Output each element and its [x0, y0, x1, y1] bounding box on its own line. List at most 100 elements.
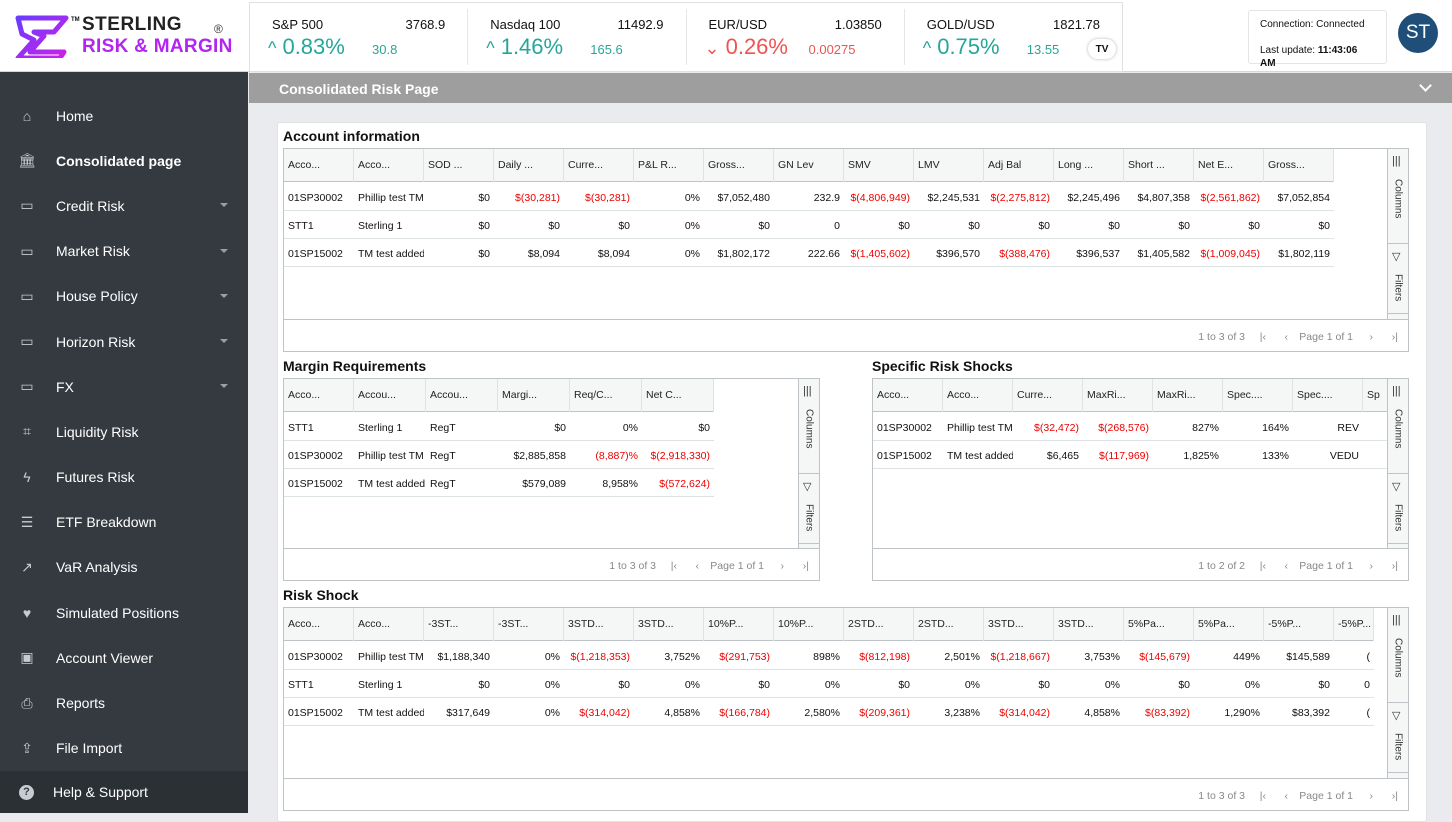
column-header[interactable]: Curre...	[564, 149, 634, 182]
table-row[interactable]: STT1 Sterling 1 RegT $0 0% $0	[284, 413, 714, 441]
column-header[interactable]: Acco...	[354, 149, 424, 182]
column-header[interactable]: MaxRi...	[1083, 379, 1153, 412]
column-header[interactable]: SMV	[844, 149, 914, 182]
table-row[interactable]: STT1 Sterling 1 $0 $0 $0 0% $0 0 $0 $0 $0 $0 $0 $0 $0	[284, 211, 1334, 239]
table-row[interactable]: 01SP15002 TM test added $317,649 0% $(314,04…	[284, 698, 1374, 726]
next-page-icon[interactable]: ›	[780, 560, 785, 572]
column-header[interactable]: Spec....	[1223, 379, 1293, 412]
sterling-logo[interactable]: TM STERLING ® RISK & MARGIN	[14, 14, 244, 61]
column-header[interactable]: Acco...	[284, 379, 354, 412]
first-page-icon[interactable]: |‹	[1259, 790, 1266, 802]
column-header[interactable]: Gross...	[704, 149, 774, 182]
sidebar-item-file-import[interactable]: ⇪ File Import	[0, 726, 248, 771]
tradingview-icon[interactable]: TV	[1088, 39, 1116, 59]
next-page-icon[interactable]: ›	[1369, 331, 1374, 343]
sidebar-item-simulated-positions[interactable]: ♥ Simulated Positions	[0, 590, 248, 635]
column-header[interactable]: Net C...	[642, 379, 714, 412]
columns-panel-button[interactable]: ||| Columns	[1388, 379, 1408, 474]
filters-panel-button[interactable]: ▽ Filters	[1388, 474, 1408, 544]
column-header[interactable]: -3ST...	[494, 608, 564, 641]
sidebar-item-home[interactable]: ⌂ Home	[0, 93, 248, 138]
prev-page-icon[interactable]: ‹	[1284, 790, 1289, 802]
sidebar-item-account-viewer[interactable]: ▣ Account Viewer	[0, 635, 248, 680]
column-header[interactable]: Acco...	[873, 379, 943, 412]
prev-page-icon[interactable]: ‹	[695, 560, 700, 572]
column-header[interactable]: 3STD...	[1054, 608, 1124, 641]
column-header[interactable]: Spec....	[1293, 379, 1363, 412]
column-header[interactable]: Net E...	[1194, 149, 1264, 182]
table-row[interactable]: 01SP15002 TM test added $6,465 $(117,969) 1,…	[873, 441, 1403, 469]
first-page-icon[interactable]: |‹	[670, 560, 677, 572]
column-header[interactable]: GN Lev	[774, 149, 844, 182]
table-row[interactable]: 01SP15002 TM test added $0 $8,094 $8,094 0% $1…	[284, 239, 1334, 267]
page-title-bar[interactable]: Consolidated Risk Page	[249, 73, 1452, 103]
first-page-icon[interactable]: |‹	[1259, 331, 1266, 343]
column-header[interactable]: Margi...	[498, 379, 570, 412]
columns-panel-button[interactable]: ||| Columns	[799, 379, 819, 474]
column-header[interactable]: LMV	[914, 149, 984, 182]
table-row[interactable]: 01SP30002 Phillip test TM $(32,472) $(268,5…	[873, 413, 1403, 441]
column-header[interactable]: Accou...	[354, 379, 426, 412]
sidebar-item-market-risk[interactable]: ▭ Market Risk	[0, 229, 248, 274]
column-header[interactable]: 5%Pa...	[1194, 608, 1264, 641]
column-header[interactable]: 3STD...	[634, 608, 704, 641]
ticker-2[interactable]: EUR/USD 1.03850 ⌄ 0.26% 0.00275	[687, 9, 905, 65]
prev-page-icon[interactable]: ‹	[1284, 560, 1289, 572]
column-header[interactable]: MaxRi...	[1153, 379, 1223, 412]
column-header[interactable]: Curre...	[1013, 379, 1083, 412]
user-avatar[interactable]: ST	[1398, 13, 1438, 53]
last-page-icon[interactable]: ›|	[802, 560, 809, 572]
help-support-item[interactable]: ? Help & Support	[0, 771, 248, 813]
filters-panel-button[interactable]: ▽ Filters	[1388, 703, 1408, 773]
column-header[interactable]: SOD ...	[424, 149, 494, 182]
column-header[interactable]: 3STD...	[564, 608, 634, 641]
column-header[interactable]: Acco...	[943, 379, 1013, 412]
column-header[interactable]: -5%P...	[1334, 608, 1374, 641]
column-header[interactable]: -5%P...	[1264, 608, 1334, 641]
sidebar-item-liquidity-risk[interactable]: ⌗ Liquidity Risk	[0, 409, 248, 454]
ticker-0[interactable]: S&P 500 3768.9 ^ 0.83% 30.8	[250, 9, 469, 65]
first-page-icon[interactable]: |‹	[1259, 560, 1266, 572]
column-header[interactable]: Short ...	[1124, 149, 1194, 182]
column-header[interactable]: Acco...	[354, 608, 424, 641]
sidebar-item-reports[interactable]: ⎙ Reports	[0, 680, 248, 725]
column-header[interactable]: Req/C...	[570, 379, 642, 412]
column-header[interactable]: 2STD...	[844, 608, 914, 641]
last-page-icon[interactable]: ›|	[1391, 790, 1398, 802]
table-row[interactable]: 01SP15002 TM test added RegT $579,089 8,958%…	[284, 469, 714, 497]
table-row[interactable]: 01SP30002 Phillip test TM $1,188,340 0% $(1,…	[284, 642, 1374, 670]
sidebar-item-credit-risk[interactable]: ▭ Credit Risk	[0, 183, 248, 228]
columns-panel-button[interactable]: ||| Columns	[1388, 149, 1408, 244]
chevron-down-icon[interactable]	[1419, 79, 1432, 92]
column-header[interactable]: Long ...	[1054, 149, 1124, 182]
next-page-icon[interactable]: ›	[1369, 790, 1374, 802]
column-header[interactable]: -3ST...	[424, 608, 494, 641]
column-header[interactable]: Acco...	[284, 149, 354, 182]
ticker-3[interactable]: GOLD/USD 1821.78 ^ 0.75% 13.55 TV	[905, 9, 1122, 65]
column-header[interactable]: Daily ...	[494, 149, 564, 182]
table-row[interactable]: 01SP30002 Phillip test TM RegT $2,885,858 (8…	[284, 441, 714, 469]
columns-panel-button[interactable]: ||| Columns	[1388, 608, 1408, 703]
sidebar-item-consolidated-page[interactable]: 🏛 Consolidated page	[0, 138, 248, 183]
column-header[interactable]: Acco...	[284, 608, 354, 641]
filters-panel-button[interactable]: ▽ Filters	[799, 474, 819, 544]
last-page-icon[interactable]: ›|	[1391, 331, 1398, 343]
table-row[interactable]: STT1 Sterling 1 $0 0% $0 0% $0 0% $0 0% $0 0% $0 0% $0…	[284, 670, 1374, 698]
sidebar-item-fx[interactable]: ▭ FX	[0, 364, 248, 409]
prev-page-icon[interactable]: ‹	[1284, 331, 1289, 343]
column-header[interactable]: Gross...	[1264, 149, 1334, 182]
sidebar-item-etf-breakdown[interactable]: ☰ ETF Breakdown	[0, 500, 248, 545]
column-header[interactable]: 3STD...	[984, 608, 1054, 641]
sidebar-item-house-policy[interactable]: ▭ House Policy	[0, 274, 248, 319]
column-header[interactable]: 10%P...	[774, 608, 844, 641]
ticker-1[interactable]: Nasdaq 100 11492.9 ^ 1.46% 165.6	[468, 9, 687, 65]
sidebar-item-var-analysis[interactable]: ↗ VaR Analysis	[0, 545, 248, 590]
column-header[interactable]: Adj Bal	[984, 149, 1054, 182]
column-header[interactable]: P&L R...	[634, 149, 704, 182]
last-page-icon[interactable]: ›|	[1391, 560, 1398, 572]
sidebar-item-futures-risk[interactable]: ϟ Futures Risk	[0, 455, 248, 500]
filters-panel-button[interactable]: ▽ Filters	[1388, 244, 1408, 314]
next-page-icon[interactable]: ›	[1369, 560, 1374, 572]
table-row[interactable]: 01SP30002 Phillip test TM $0 $(30,281) $(30,…	[284, 183, 1334, 211]
column-header[interactable]: 10%P...	[704, 608, 774, 641]
